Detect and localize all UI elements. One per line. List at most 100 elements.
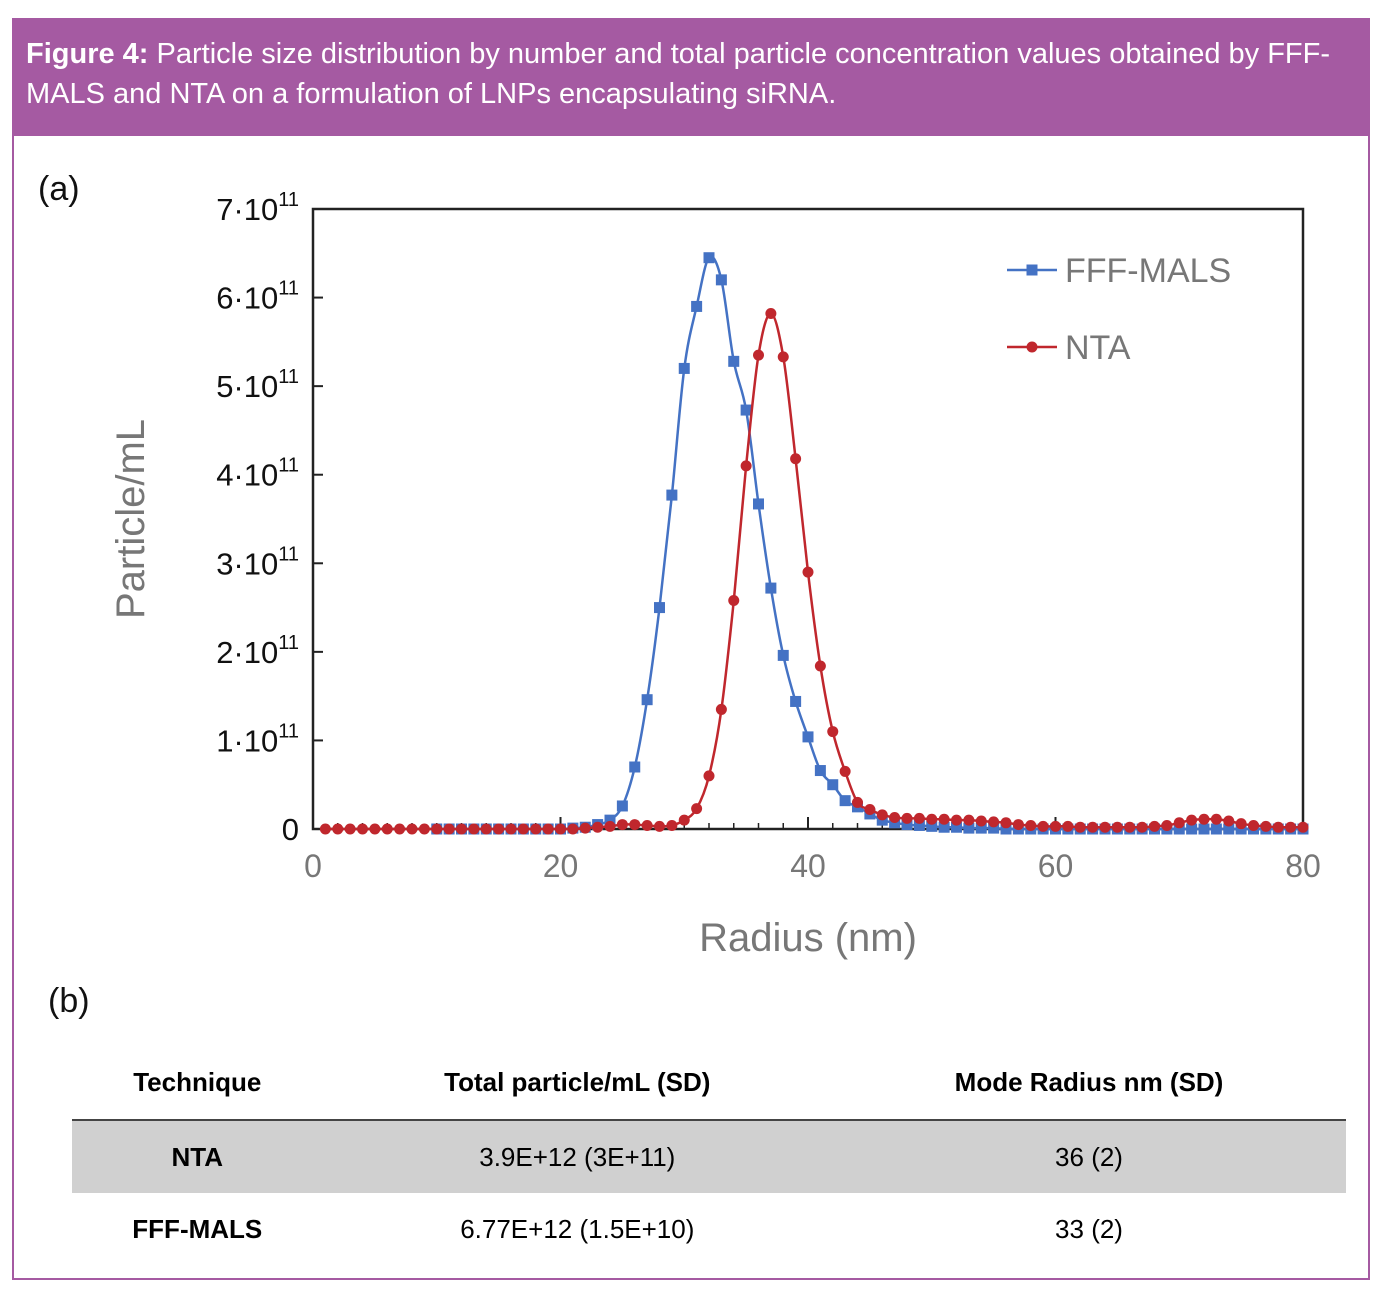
data-point-fff-mals (715, 274, 727, 286)
cell-technique: NTA (72, 1119, 323, 1193)
header-total: Total particle/mL (SD) (444, 1066, 711, 1097)
data-point-nta (431, 823, 443, 835)
x-tick-label: 60 (1038, 848, 1074, 884)
data-point-nta (715, 703, 727, 715)
data-point-nta (913, 812, 925, 824)
data-point-nta (666, 819, 678, 831)
cell-mode: 33 (2) (1055, 1213, 1123, 1244)
data-point-fff-mals (827, 779, 839, 791)
legend-label-fff-mals: FFF-MALS (1065, 252, 1231, 290)
data-point-nta (1012, 819, 1024, 831)
data-point-nta (480, 823, 492, 835)
data-point-nta (1149, 820, 1160, 832)
data-point-nta (456, 823, 467, 835)
data-point-nta (1248, 819, 1259, 831)
data-point-nta (802, 566, 814, 578)
data-point-fff-mals (802, 731, 814, 743)
cell-total: 3.9E+12 (3E+11) (322, 1119, 833, 1193)
results-table: Technique Total particle/mL (SD) Mode Ra… (72, 1045, 1346, 1265)
y-tick-label: 6·1011 (216, 278, 299, 316)
data-point-nta (1062, 820, 1074, 832)
data-point-nta (357, 823, 368, 835)
data-point-nta (604, 820, 616, 832)
data-point-nta (1000, 817, 1012, 829)
data-point-nta (975, 815, 987, 827)
legend-marker-fff-mals (1026, 264, 1038, 276)
data-point-nta (951, 814, 962, 826)
y-tick-label: 5·1011 (216, 366, 299, 404)
cell-technique: FFF-MALS (132, 1213, 263, 1244)
data-point-nta (1136, 821, 1148, 833)
data-point-fff-mals (913, 819, 925, 831)
data-point-nta (963, 814, 975, 826)
data-point-fff-mals (951, 821, 962, 833)
data-point-nta (616, 819, 628, 831)
data-point-fff-mals (678, 362, 690, 374)
data-point-nta (629, 819, 641, 831)
data-point-nta (740, 460, 752, 472)
data-point-nta (691, 803, 703, 815)
header-mode: Mode Radius nm (SD) (954, 1066, 1224, 1097)
data-point-nta (332, 823, 344, 835)
data-point-nta (728, 594, 740, 606)
data-point-nta (901, 812, 913, 824)
figure-caption: Particle size distribution by number and… (26, 38, 1331, 110)
data-point-nta (1198, 813, 1210, 825)
data-point-fff-mals (616, 800, 628, 812)
data-point-nta (1037, 820, 1049, 832)
data-point-nta (468, 823, 480, 835)
y-tick-label: 7·1011 (216, 189, 299, 227)
data-point-fff-mals (703, 252, 715, 264)
data-point-fff-mals (604, 814, 616, 826)
data-point-nta (852, 796, 863, 808)
data-point-nta (542, 823, 554, 835)
data-point-nta (654, 820, 665, 832)
data-point-nta (517, 823, 529, 835)
table-row: FFF-MALS 6.77E+12 (1.5E+10) 33 (2) (72, 1193, 1346, 1265)
data-point-fff-mals (1210, 823, 1222, 835)
data-point-nta (1099, 821, 1111, 833)
data-point-nta (1285, 821, 1297, 833)
data-point-nta (493, 823, 505, 835)
data-point-nta (864, 804, 876, 816)
data-point-fff-mals (1173, 823, 1185, 835)
data-point-fff-mals (777, 649, 789, 661)
data-point-nta (988, 816, 1000, 828)
y-tick-label: 2·1011 (216, 632, 299, 670)
series-line-fff-mals (436, 255, 1303, 831)
data-point-nta (555, 823, 566, 835)
panel-b-label: (b) (48, 982, 90, 1020)
particle-size-chart: 0 20 40 60 80 0 1·1011 2·1011 3·1011 4·1011 5·1011… (109, 189, 1321, 960)
data-point-nta (1111, 821, 1123, 833)
data-point-fff-mals (901, 819, 913, 831)
data-point-nta (1173, 817, 1185, 829)
data-point-nta (765, 308, 777, 320)
data-point-nta (1297, 821, 1309, 833)
data-point-fff-mals (1198, 823, 1210, 835)
data-point-nta (1186, 814, 1198, 826)
data-point-nta (406, 823, 418, 835)
y-tick-label: 4·1011 (216, 455, 299, 493)
data-point-nta (1087, 821, 1099, 833)
data-point-fff-mals (765, 582, 777, 594)
data-point-nta (443, 823, 455, 835)
series-line-nta (325, 312, 1303, 831)
figure-frame: Figure 4: Particle size distribution by … (12, 18, 1370, 1280)
data-point-nta (1235, 818, 1247, 830)
data-point-nta (1223, 815, 1235, 827)
data-point-nta (1074, 821, 1086, 833)
data-point-fff-mals (926, 820, 938, 832)
data-point-fff-mals (1186, 823, 1198, 835)
data-point-nta (579, 822, 591, 834)
data-point-fff-mals (790, 695, 802, 707)
x-axis-label: Radius (nm) (699, 916, 917, 960)
cell-mode: 36 (2) (832, 1119, 1346, 1193)
data-point-nta (369, 823, 381, 835)
data-point-fff-mals (753, 498, 764, 510)
data-point-nta (381, 823, 393, 835)
figure-header: Figure 4: Particle size distribution by … (14, 20, 1368, 136)
x-tick-label: 80 (1285, 848, 1321, 884)
data-point-nta (678, 814, 690, 826)
data-point-nta (1161, 819, 1173, 831)
data-point-fff-mals (740, 404, 752, 416)
